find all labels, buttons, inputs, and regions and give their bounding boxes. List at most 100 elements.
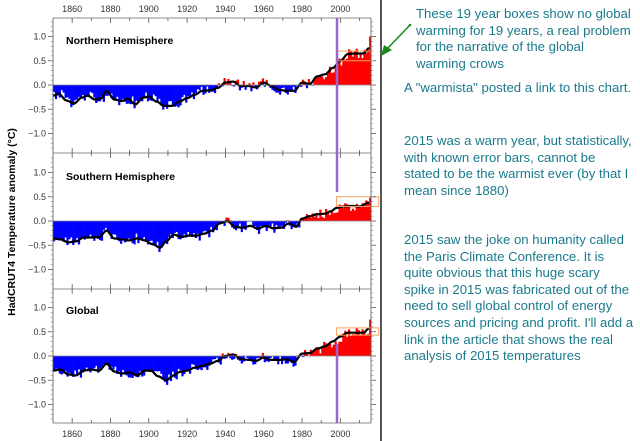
anomaly-bar xyxy=(261,352,265,356)
anomaly-bar xyxy=(194,221,197,238)
smoothed-trend-line xyxy=(52,47,370,107)
anomaly-bar xyxy=(62,221,65,242)
anomaly-bar xyxy=(171,85,174,106)
anomaly-bar xyxy=(215,356,219,358)
anomaly-bar xyxy=(131,85,134,97)
anomaly-bar xyxy=(177,85,180,108)
anomaly-bar xyxy=(252,82,255,85)
anomaly-bar xyxy=(146,85,150,102)
anomaly-bar xyxy=(206,221,209,233)
panel-global: Global xyxy=(52,305,380,385)
anomaly-bar xyxy=(60,85,63,91)
anomaly-bar xyxy=(152,356,155,372)
anomaly-bar xyxy=(79,85,83,99)
anomaly-bar xyxy=(300,85,303,87)
anomaly-bar xyxy=(236,221,240,228)
anomaly-bar xyxy=(315,77,318,85)
anomaly-bar xyxy=(348,206,351,221)
anomaly-bar xyxy=(56,221,60,241)
anomaly-bar xyxy=(225,84,228,85)
anomaly-bar xyxy=(213,356,217,360)
panel-southern-hemisphere: Southern Hemisphere xyxy=(52,171,380,252)
anomaly-bar xyxy=(169,85,173,102)
anomaly-bar xyxy=(156,85,159,101)
anomaly-bar xyxy=(97,85,100,102)
anomaly-bar xyxy=(154,356,157,372)
anomaly-bar xyxy=(110,221,113,239)
anomaly-bar xyxy=(53,221,56,242)
anomaly-bar xyxy=(185,356,188,370)
anomaly-bar xyxy=(160,356,163,374)
anomaly-bar xyxy=(189,85,192,97)
anomaly-bar xyxy=(346,336,349,356)
anomaly-bar xyxy=(85,356,88,368)
anomaly-bar xyxy=(85,221,88,239)
anomaly-bar xyxy=(98,85,102,102)
y-tick-label: 0.5 xyxy=(33,56,46,66)
anomaly-bar xyxy=(68,85,71,99)
anomaly-bar xyxy=(108,85,111,94)
anomaly-bar xyxy=(269,356,272,358)
anomaly-bar xyxy=(313,77,316,85)
x-tick-label-top: 1960 xyxy=(254,4,274,14)
anomaly-bar xyxy=(192,221,196,234)
anomaly-bar xyxy=(183,356,186,375)
anomaly-bar xyxy=(325,208,328,221)
anomaly-bar xyxy=(351,56,355,85)
annotation-paris-conference: 2015 saw the joke on humanity called the… xyxy=(404,232,634,364)
anomaly-bar xyxy=(53,85,56,93)
anomaly-bar xyxy=(114,356,117,367)
panel-title: Northern Hemisphere xyxy=(66,35,174,47)
anomaly-bar xyxy=(56,356,60,369)
anomaly-bar xyxy=(154,221,157,246)
anomaly-bar xyxy=(150,85,153,101)
anomaly-bar xyxy=(280,221,284,226)
anomaly-bar xyxy=(196,356,199,371)
anomaly-bar xyxy=(112,221,115,235)
anomaly-bar xyxy=(143,221,146,238)
anomaly-bar xyxy=(97,221,100,239)
anomaly-bar xyxy=(355,48,358,85)
anomaly-bar xyxy=(319,74,322,85)
anomaly-bar xyxy=(342,58,345,85)
anomaly-bar xyxy=(231,85,234,86)
anomaly-bar xyxy=(359,334,362,356)
anomaly-bar xyxy=(265,79,268,85)
anomaly-bar xyxy=(118,221,121,242)
anomaly-bar xyxy=(227,217,230,221)
anomaly-bar xyxy=(62,356,65,374)
anomaly-bar xyxy=(240,221,243,233)
anomaly-bar xyxy=(141,85,144,102)
anomaly-bar xyxy=(311,213,314,221)
anomaly-bar xyxy=(141,221,144,241)
anomaly-bar xyxy=(346,204,349,221)
anomaly-bar xyxy=(196,221,199,234)
anomaly-bar xyxy=(338,58,341,85)
anomaly-bar xyxy=(179,356,182,371)
anomaly-bar xyxy=(114,85,117,100)
anomaly-bar xyxy=(198,85,201,91)
x-tick-label-bottom: 1940 xyxy=(215,429,235,439)
y-tick-label: −1.0 xyxy=(28,129,46,139)
anomaly-bar xyxy=(133,85,136,109)
anomaly-bar xyxy=(81,356,84,373)
anomaly-bar xyxy=(89,356,92,373)
anomaly-bar xyxy=(167,356,171,375)
anomaly-bar xyxy=(58,221,61,239)
anomaly-bar xyxy=(112,85,115,99)
anomaly-bar xyxy=(85,85,88,96)
anomaly-bar xyxy=(171,356,174,372)
anomaly-bar xyxy=(363,206,366,221)
anomaly-bar xyxy=(332,72,335,85)
anomaly-bar xyxy=(190,221,194,237)
anomaly-bar xyxy=(233,221,236,229)
x-tick-label-top: 1860 xyxy=(62,4,82,14)
anomaly-bar xyxy=(244,85,247,90)
anomaly-bar xyxy=(257,81,261,85)
axes-layer: 1.0 0.5 0.0 −0.5 −1.0 1.0 0.5 0.0 −0.5 −1.0 1.0 0.5… xyxy=(28,4,376,439)
anomaly-bar xyxy=(89,221,92,235)
anomaly-bar xyxy=(234,221,238,231)
x-tick-label-bottom: 1980 xyxy=(292,429,312,439)
anomaly-bar xyxy=(87,221,90,237)
